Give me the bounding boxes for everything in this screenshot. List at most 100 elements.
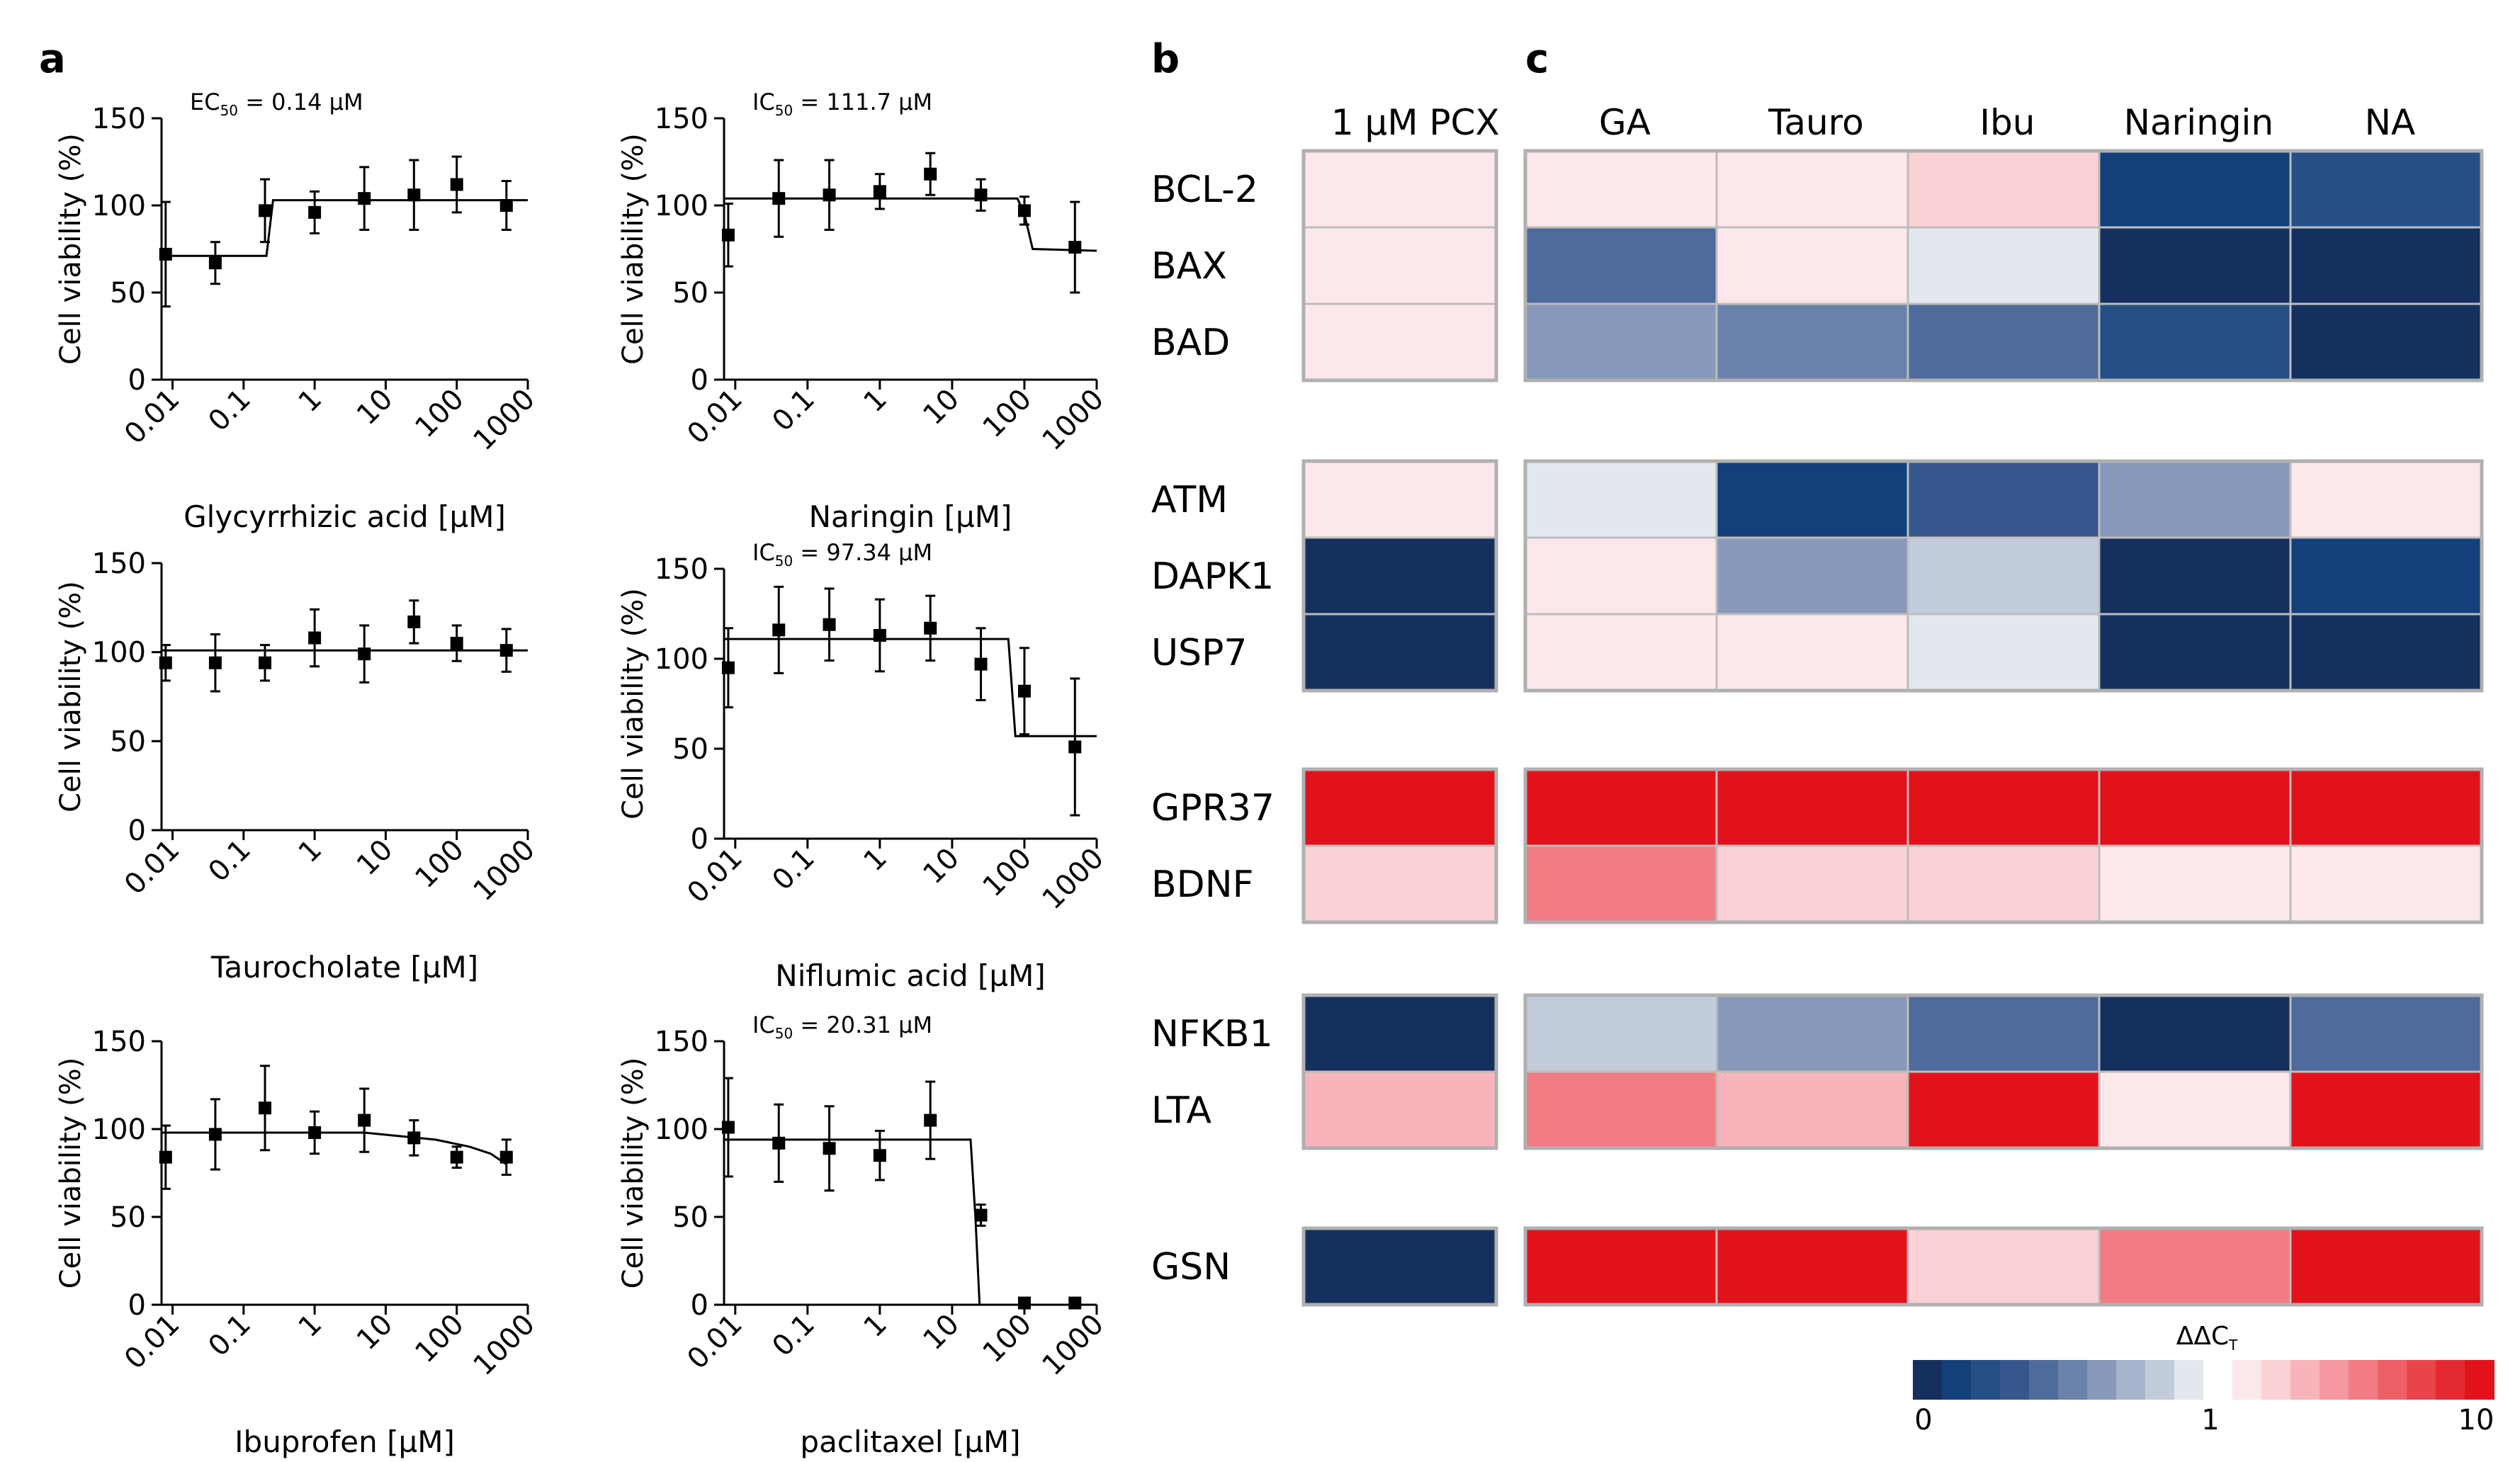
x-tick-label: 1: [293, 834, 329, 870]
y-tick-label: 0: [128, 364, 146, 397]
data-point: [499, 199, 513, 212]
data-point: [974, 657, 988, 671]
annotation-value: = 111.7 µM: [793, 89, 932, 115]
data-point: [721, 661, 735, 674]
x-tick-label: 0.1: [202, 834, 257, 889]
colorbar-swatch: [2116, 1360, 2146, 1400]
data-point: [1017, 204, 1031, 217]
group-frame: [1301, 149, 1498, 382]
data-point: [159, 1150, 172, 1164]
heatmap-cell: [1302, 1227, 1498, 1306]
data-point: [1068, 740, 1082, 754]
x-tick-label: 1000: [1036, 1308, 1111, 1383]
heatmap-group: [1523, 767, 2484, 924]
colorbar-legend: 0 1 10 ΔΔCT: [1913, 1322, 2494, 1436]
heatmap-cell: [1906, 149, 2101, 229]
heatmap-cell: [1906, 994, 2101, 1073]
x-axis-label: Taurocholate [µM]: [210, 950, 478, 985]
data-point: [450, 1150, 463, 1164]
data-point: [974, 1208, 988, 1222]
column-header: 1 µM PCX: [1331, 102, 1500, 143]
heatmap-cell: [2289, 536, 2483, 616]
data-point: [450, 637, 463, 650]
gene-label: USP7: [1151, 632, 1248, 674]
y-tick-label: 150: [655, 1026, 708, 1058]
heatmap-cell: [1524, 1070, 1718, 1150]
data-point: [721, 1121, 735, 1134]
column-header: GA: [1599, 102, 1651, 143]
data-point: [208, 656, 222, 669]
y-axis-label: Cell viability (%): [617, 588, 650, 820]
heatmap-cell: [2098, 536, 2292, 616]
group-frame: [1301, 767, 1498, 924]
colorbar-swatch: [2029, 1360, 2059, 1400]
heatmap-cell: [1906, 226, 2101, 305]
heatmap-cell: [1715, 1227, 1909, 1306]
colorbar-swatch: [2058, 1360, 2088, 1400]
x-tick-label: 10: [351, 1308, 400, 1357]
x-tick-label: 100: [977, 383, 1039, 445]
heatmap-cell: [2098, 1227, 2292, 1306]
heatmap-cell: [1524, 460, 1718, 539]
data-point: [358, 192, 371, 205]
heatmap-cell: [1906, 536, 2101, 616]
data-point: [208, 256, 222, 270]
x-tick-label: 10: [351, 383, 400, 432]
heatmap-group: ATM DAPK1 USP7: [1151, 459, 1498, 693]
heatmap-cell: [1302, 1070, 1498, 1150]
heatmap-cell: [2098, 226, 2292, 305]
x-tick-label: 1: [293, 1308, 329, 1344]
panel-label-b: b: [1151, 36, 1180, 82]
heatmap-cell: [1715, 536, 1909, 616]
heatmap-cell: [1715, 768, 1909, 847]
x-axis-label: Glycyrrhizic acid [µM]: [183, 499, 506, 534]
heatmap-cell: [2289, 460, 2483, 539]
x-tick-label: 1000: [468, 383, 542, 458]
y-tick-label: 100: [655, 1114, 708, 1146]
colorbar-swatch: [2232, 1360, 2262, 1400]
heatmap-cell: [2289, 302, 2483, 382]
heatmap-cell: [2098, 302, 2292, 382]
y-tick-label: 0: [691, 1289, 708, 1322]
y-axis-label: Cell viability (%): [55, 133, 87, 365]
data-point: [1068, 241, 1082, 254]
y-tick-label: 50: [672, 1201, 708, 1234]
data-point: [772, 1136, 786, 1150]
data-point: [208, 1128, 222, 1141]
y-axis-label: Cell viability (%): [55, 581, 87, 812]
x-tick-label: 0.1: [766, 383, 821, 438]
data-point: [308, 631, 322, 645]
y-tick-label: 0: [691, 823, 708, 856]
heatmap-cell: [1906, 1227, 2101, 1306]
annotation-value: = 97.34 µM: [793, 539, 932, 566]
heatmap-cell: [1906, 302, 2101, 382]
heatmap-cell: [2098, 768, 2292, 847]
heatmap-cell: [2289, 226, 2483, 305]
annotation-prefix: IC: [752, 539, 775, 566]
heatmap-group: [1523, 993, 2484, 1150]
heatmap-cell: [2289, 149, 2483, 229]
annotation-subscript: 50: [775, 102, 793, 119]
heatmap-cell: [1715, 302, 1909, 382]
data-point: [974, 188, 988, 202]
annotation-prefix: IC: [752, 89, 775, 115]
y-tick-label: 50: [672, 277, 708, 310]
x-tick-label: 1: [857, 1308, 893, 1344]
x-axis-label: Ibuprofen [µM]: [235, 1424, 455, 1459]
heatmap-cell: [2289, 613, 2483, 692]
x-tick-label: 10: [917, 842, 966, 891]
gene-label: ATM: [1151, 479, 1228, 521]
data-point: [450, 178, 463, 191]
heatmap-pcx: 1 µM PCX BCL-2 BAX BAD ATM DAPK1 USP7 GPR37 BDNF…: [1151, 102, 1500, 1307]
data-point: [499, 1150, 513, 1164]
x-tick-label: 1000: [468, 834, 542, 908]
group-frame: [1523, 767, 2484, 924]
data-point: [823, 618, 836, 631]
data-point: [159, 247, 172, 261]
heatmap-cell: [1906, 844, 2101, 924]
colorbar-title-sub: T: [2228, 1337, 2238, 1354]
data-point: [924, 1114, 937, 1127]
colorbar-swatch: [2087, 1360, 2117, 1400]
data-point: [772, 623, 786, 637]
